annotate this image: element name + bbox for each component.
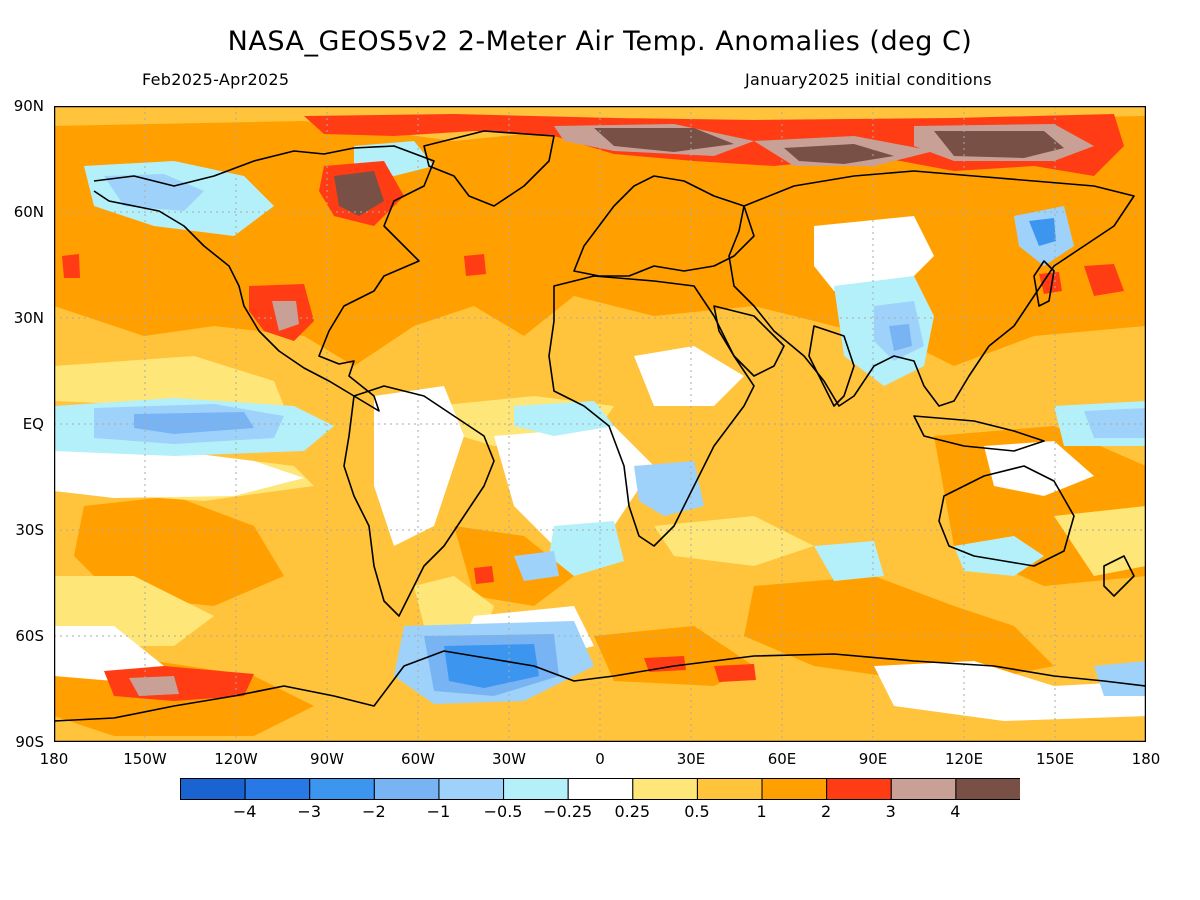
initial-conditions: January2025 initial conditions [745, 70, 992, 89]
lat-label-90n: 90N [13, 97, 44, 115]
colorbar-label: 1 [756, 802, 767, 821]
colorbar-label: 3 [885, 802, 896, 821]
lat-label-eq: EQ [22, 415, 44, 433]
anomaly-map [54, 106, 1146, 742]
coast-australia [938, 465, 1075, 567]
lon-label-90w: 90W [310, 750, 344, 768]
colorbar-swatch [826, 778, 892, 800]
colorbar-label: −1 [426, 802, 451, 821]
lon-label-180e: 180 [1131, 750, 1161, 768]
coast-new-zealand [1103, 555, 1135, 597]
graticule [54, 106, 1146, 742]
coast-asia [728, 170, 1135, 407]
lon-label-150w: 150W [123, 750, 167, 768]
colorbar-swatch [309, 778, 375, 800]
colorbar-swatch [696, 778, 763, 800]
colorbar-swatch [567, 778, 634, 800]
lon-label-30e: 30E [676, 750, 706, 768]
lat-label-30s: 30S [15, 521, 44, 539]
map-frame [54, 106, 1146, 742]
lon-label-0: 0 [595, 750, 605, 768]
lon-label-30w: 30W [492, 750, 526, 768]
colorbar-label: 2 [821, 802, 832, 821]
colorbar [180, 778, 1020, 800]
coast-japan [1033, 260, 1055, 307]
colorbar-label: −0.5 [483, 802, 523, 821]
colorbar-label: −0.25 [543, 802, 593, 821]
colorbar-swatch [890, 778, 957, 800]
colorbar-label: 4 [950, 802, 961, 821]
lat-label-60n: 60N [13, 203, 44, 221]
lat-label-30n: 30N [13, 309, 44, 327]
colorbar-swatch [180, 778, 246, 800]
lon-label-120w: 120W [214, 750, 258, 768]
colorbar-label: −2 [362, 802, 386, 821]
anomaly-layer-cool [54, 141, 1146, 704]
colorbar-swatch [244, 778, 311, 800]
coast-north-america [93, 145, 435, 412]
colorbar-swatch [503, 778, 569, 800]
coast-africa [548, 275, 755, 547]
colorbar-label: −3 [297, 802, 322, 821]
colorbar-label: 0.25 [614, 802, 651, 821]
coast-south-america [343, 385, 495, 617]
lon-label-120e: 120E [944, 750, 984, 768]
colorbar-swatch [438, 778, 505, 800]
map-title: NASA_GEOS5v2 2-Meter Air Temp. Anomalies… [227, 26, 973, 57]
colorbar-swatch [632, 778, 698, 800]
lon-label-60e: 60E [767, 750, 797, 768]
forecast-period: Feb2025-Apr2025 [142, 70, 290, 89]
lon-label-180w: 180 [39, 750, 69, 768]
anomaly-layer-hot [62, 114, 1124, 701]
lon-label-150e: 150E [1035, 750, 1075, 768]
lon-label-60w: 60W [401, 750, 435, 768]
coast-india [808, 325, 855, 407]
colorbar-label: −4 [232, 802, 257, 821]
coast-greenland [423, 130, 555, 207]
coast-arabia [713, 305, 785, 377]
lon-label-90e: 90E [858, 750, 888, 768]
lat-label-60s: 60S [15, 627, 44, 645]
lat-label-90s: 90S [15, 733, 44, 751]
coastlines [54, 130, 1146, 722]
colorbar-swatch [373, 778, 440, 800]
colorbar-label: 0.5 [684, 802, 710, 821]
coast-antarctica [54, 650, 1146, 722]
coast-indonesia [913, 415, 1045, 452]
colorbar-swatch [761, 778, 828, 800]
colorbar-swatch [955, 778, 1020, 800]
